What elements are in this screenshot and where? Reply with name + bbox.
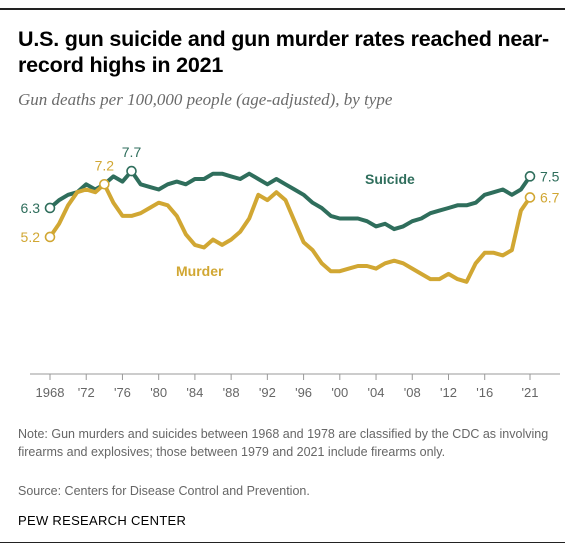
value-label-suicide-1968: 6.3 xyxy=(21,200,41,216)
value-label-murder-2021: 6.7 xyxy=(540,189,560,205)
x-tick-label: '72 xyxy=(78,385,95,400)
x-tick-label: '80 xyxy=(150,385,167,400)
chart-note: Note: Gun murders and suicides between 1… xyxy=(18,427,549,459)
x-tick-label: '92 xyxy=(259,385,276,400)
bottom-rule xyxy=(0,542,565,543)
x-tick-label: '12 xyxy=(440,385,457,400)
x-tick-label: '84 xyxy=(186,385,203,400)
marker-suicide-2021 xyxy=(524,171,536,182)
x-tick-label: '21 xyxy=(522,385,539,400)
marker-murder-1968 xyxy=(44,231,56,243)
series-line-suicide xyxy=(48,169,532,232)
top-rule xyxy=(0,8,565,10)
value-label-murder-1974: 7.2 xyxy=(95,157,115,173)
x-tick-label: '16 xyxy=(476,385,493,400)
endpoint-markers xyxy=(44,165,536,243)
brand-logo-text: PEW RESEARCH CENTER xyxy=(18,513,187,528)
chart-source: Source: Centers for Disease Control and … xyxy=(18,484,310,498)
marker-murder-2021 xyxy=(524,192,536,203)
x-tick-label: '00 xyxy=(331,385,348,400)
x-tick-label: '76 xyxy=(114,385,131,400)
series-label-suicide: Suicide xyxy=(365,171,415,187)
value-label-suicide-2021: 7.5 xyxy=(540,168,560,184)
x-tick-label: 1968 xyxy=(36,385,65,400)
series-lines xyxy=(48,169,532,284)
marker-suicide-1968 xyxy=(44,202,56,214)
x-ticks: 1968 '72 '76 '80 '84 '88 '92 '96 '00 '04 '08 '12 '16… xyxy=(36,374,539,400)
value-labels: 6.3 7.7 7.5 5.2 7.2 6.7 xyxy=(21,144,560,245)
chart-title: U.S. gun suicide and gun murder rates re… xyxy=(18,27,550,77)
x-tick-label: '04 xyxy=(368,385,385,400)
marker-suicide-1977 xyxy=(126,165,137,177)
x-tick-label: '88 xyxy=(223,385,240,400)
x-tick-label: '08 xyxy=(404,385,421,400)
value-label-murder-1968: 5.2 xyxy=(21,229,41,245)
series-label-murder: Murder xyxy=(176,263,224,279)
chart-subtitle: Gun deaths per 100,000 people (age-adjus… xyxy=(18,90,393,109)
marker-murder-1974 xyxy=(99,178,110,190)
series-line-murder xyxy=(48,182,532,284)
x-tick-label: '96 xyxy=(295,385,312,400)
value-label-suicide-1977: 7.7 xyxy=(122,144,142,160)
